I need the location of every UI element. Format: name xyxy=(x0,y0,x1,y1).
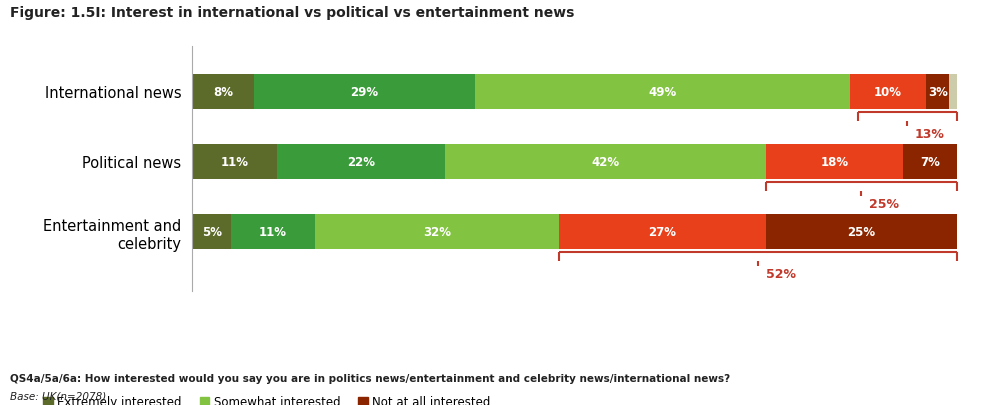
Text: 11%: 11% xyxy=(258,226,287,239)
Text: 18%: 18% xyxy=(819,156,848,168)
Text: 49%: 49% xyxy=(648,85,676,98)
Text: 10%: 10% xyxy=(874,85,901,98)
Text: 32%: 32% xyxy=(423,226,451,239)
Bar xyxy=(765,215,956,249)
Bar xyxy=(849,75,926,110)
Text: Figure: 1.5I: Interest in international vs political vs entertainment news: Figure: 1.5I: Interest in international … xyxy=(10,6,574,20)
Text: 11%: 11% xyxy=(220,156,248,168)
Bar xyxy=(902,145,956,179)
Bar xyxy=(192,215,231,249)
Bar xyxy=(559,215,765,249)
Bar xyxy=(315,215,559,249)
Text: 29%: 29% xyxy=(350,85,379,98)
Text: 8%: 8% xyxy=(213,85,233,98)
Text: 25%: 25% xyxy=(868,198,898,211)
Bar xyxy=(231,215,315,249)
Bar xyxy=(192,75,253,110)
Text: QS4a/5a/6a: How interested would you say you are in politics news/entertainment : QS4a/5a/6a: How interested would you say… xyxy=(10,373,730,383)
Text: 5%: 5% xyxy=(201,226,221,239)
Text: 27%: 27% xyxy=(648,226,676,239)
Text: 52%: 52% xyxy=(765,268,795,281)
Bar xyxy=(253,75,475,110)
Bar xyxy=(926,75,949,110)
Legend: Extremely interested, Very interested, Somewhat interested, Not very interested,: Extremely interested, Very interested, S… xyxy=(38,390,495,405)
Bar xyxy=(445,145,765,179)
Bar xyxy=(192,145,276,179)
Text: 13%: 13% xyxy=(914,128,944,141)
Bar xyxy=(276,145,445,179)
Bar xyxy=(765,145,902,179)
Text: 22%: 22% xyxy=(346,156,375,168)
Text: 7%: 7% xyxy=(919,156,939,168)
Text: Base: UK(n=2078): Base: UK(n=2078) xyxy=(10,391,106,401)
Bar xyxy=(475,75,849,110)
Text: 3%: 3% xyxy=(927,85,947,98)
Bar xyxy=(949,75,956,110)
Text: 42%: 42% xyxy=(591,156,618,168)
Text: 25%: 25% xyxy=(846,226,875,239)
